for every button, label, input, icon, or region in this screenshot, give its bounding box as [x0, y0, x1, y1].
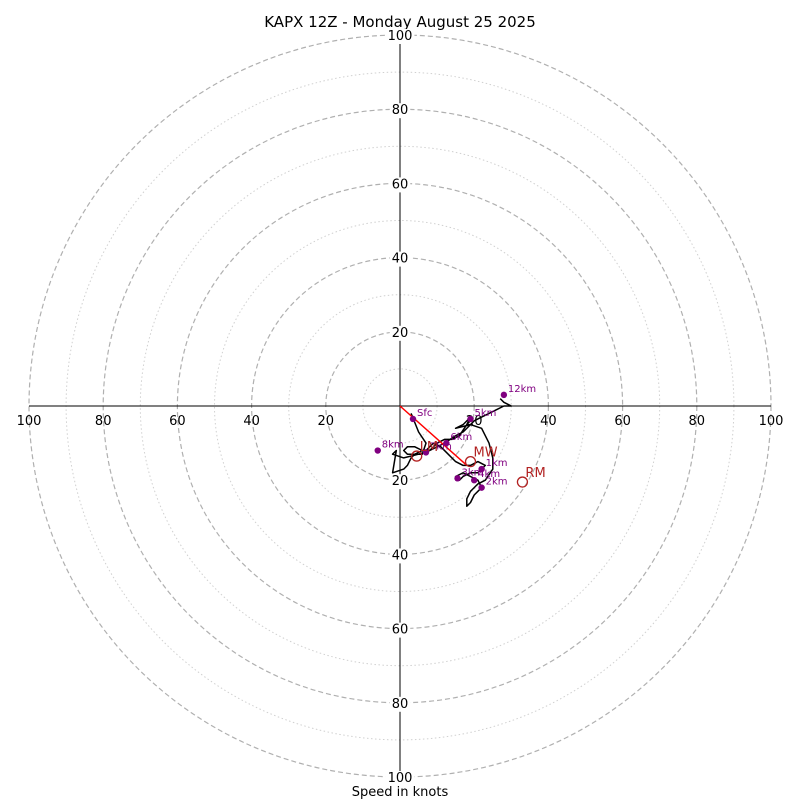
storm-motion-label: MW	[473, 446, 497, 461]
tick-label-left: 20	[318, 414, 335, 429]
tick-label-backing	[389, 474, 411, 490]
tick-label-top: 100	[388, 29, 413, 44]
tick-label-bottom: 20	[392, 474, 409, 489]
storm-motion-marker	[411, 450, 423, 462]
height-marker	[409, 415, 417, 423]
height-marker	[467, 415, 474, 423]
storm-motion-marker	[464, 455, 477, 468]
tick-label-top: 80	[392, 103, 409, 118]
tick-label-right: 80	[689, 414, 706, 429]
tick-label-bottom: 60	[392, 623, 409, 638]
shear-vector	[399, 405, 468, 466]
tick-label-top: 60	[392, 177, 409, 192]
height-label: 6km	[450, 432, 472, 443]
chart-title: KAPX 12Z - Monday August 25 2025	[264, 13, 536, 31]
height-label: 2km	[486, 477, 508, 488]
tick-label-bottom: 100	[388, 771, 413, 786]
tick-label-top: 20	[392, 326, 409, 341]
tick-label-left: 80	[95, 414, 112, 429]
storm-motion-marker	[516, 476, 529, 488]
tick-label-backing	[389, 325, 411, 341]
tick-label-right: 60	[614, 414, 631, 429]
tick-label-right: 100	[759, 414, 784, 429]
tick-label-backing	[389, 696, 411, 712]
tick-label-backing	[389, 177, 411, 193]
tick-label-bottom: 80	[392, 697, 409, 712]
tick-label-left: 60	[169, 414, 186, 429]
height-label: Sfc	[417, 408, 432, 419]
tick-label-backing	[389, 548, 411, 564]
height-label: 12km	[508, 384, 536, 395]
tick-label-backing	[389, 251, 411, 267]
height-label: 1km	[486, 458, 508, 469]
height-label: 3km	[462, 467, 484, 478]
tick-label-top: 40	[392, 252, 409, 267]
tick-label-left: 100	[17, 414, 42, 429]
height-marker	[422, 449, 430, 456]
tick-label-right: 40	[540, 414, 557, 429]
height-label: 8km	[382, 440, 404, 451]
x-axis-label: Speed in knots	[352, 785, 449, 800]
tick-label-bottom: 40	[392, 548, 409, 563]
storm-motion-group: RM LM MW	[411, 440, 546, 488]
storm-motion-label: LM	[420, 440, 438, 455]
height-label: 4km	[478, 469, 500, 480]
height-label: 5km	[474, 408, 496, 419]
height-marker	[471, 477, 478, 484]
storm-motion-label: RM	[525, 466, 545, 481]
height-label: 7km	[430, 441, 452, 452]
height-marker	[478, 484, 485, 491]
tick-label-backing	[385, 29, 415, 44]
height-marker	[500, 391, 508, 399]
tick-label-left: 40	[243, 414, 260, 429]
height-marker	[454, 475, 461, 482]
tick-label-backing	[389, 622, 411, 638]
tick-label-backing	[385, 771, 415, 786]
height-marker	[443, 439, 450, 447]
height-marker	[478, 465, 485, 473]
height-marker	[374, 447, 381, 454]
tick-label-backing	[389, 103, 411, 119]
